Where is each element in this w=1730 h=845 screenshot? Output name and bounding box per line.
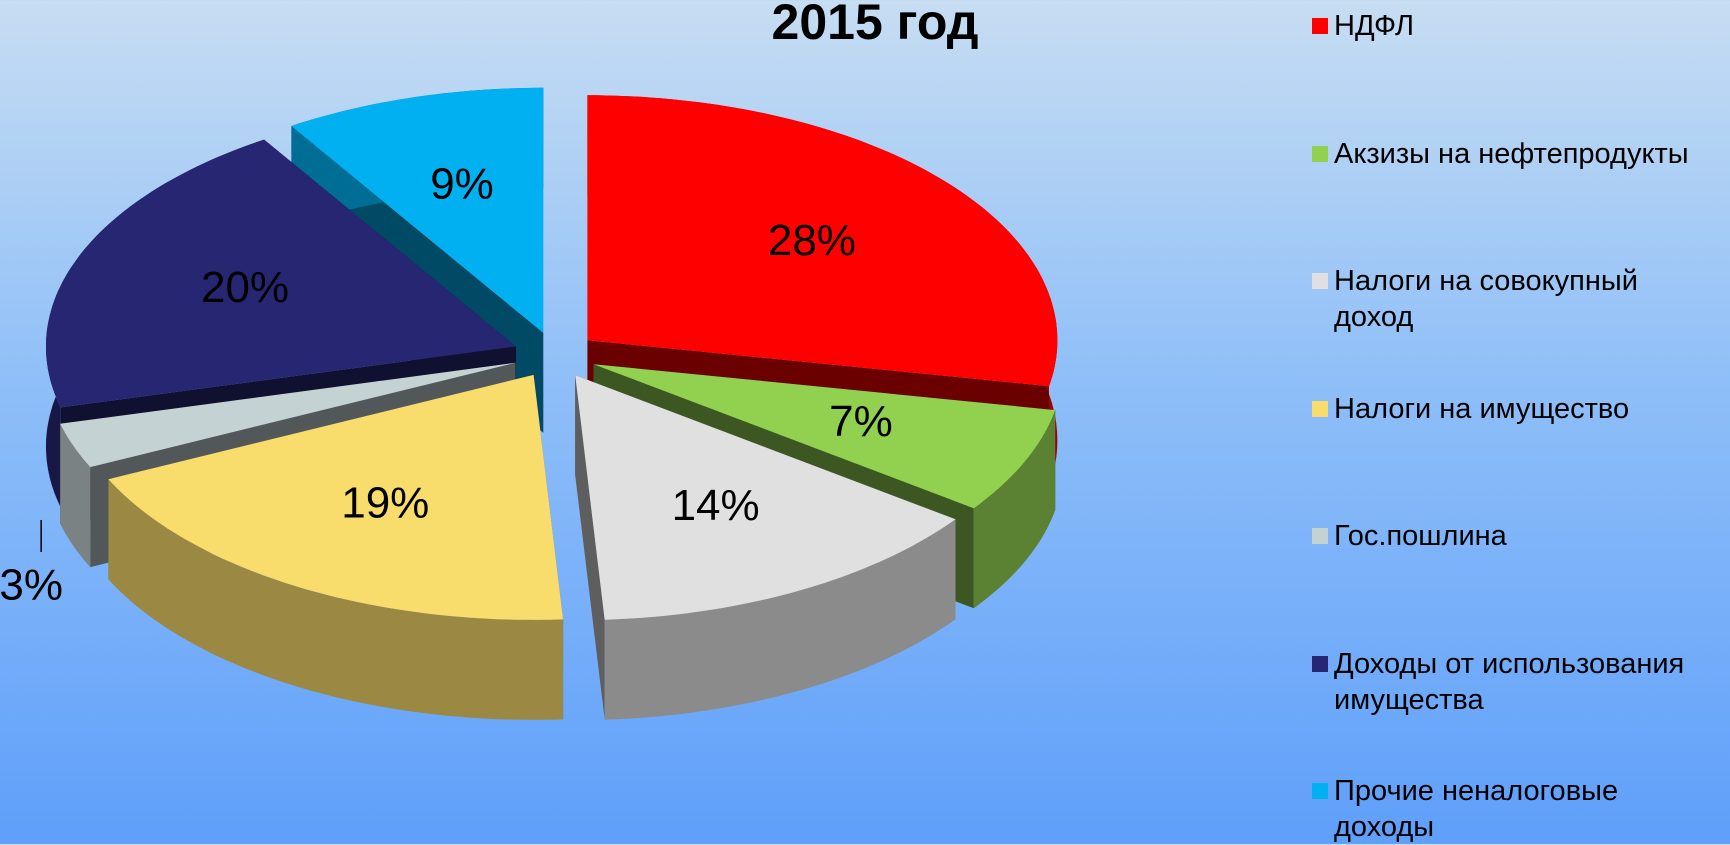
legend-swatch [1312, 18, 1328, 34]
slice-rim [60, 423, 91, 568]
data-label: 28% [768, 216, 856, 265]
slice-group [108, 374, 564, 720]
slice [46, 139, 516, 408]
legend-entry: Прочие неналоговые доходы [1312, 773, 1722, 845]
legend-swatch [1312, 145, 1328, 162]
slice [108, 374, 564, 620]
legend-entry: Акзизы на нефтепродукты [1312, 136, 1722, 172]
legend-swatch [1312, 783, 1328, 799]
legend-label: Налоги на совокупный доход [1334, 265, 1638, 333]
data-label: 19% [341, 478, 429, 527]
slice [60, 362, 516, 468]
data-label: 20% [201, 263, 289, 312]
slice [575, 375, 956, 620]
legend-swatch [1312, 273, 1328, 289]
legend-label: Прочие неналоговые доходы [1334, 775, 1619, 843]
legend-entry: Гос.пошлина [1312, 518, 1722, 554]
slice-group [575, 375, 956, 720]
data-label: 3% [0, 561, 63, 610]
legend-entry: Доходы от использования имущества [1312, 646, 1722, 718]
legend-label: Акзизы на нефтепродукты [1334, 137, 1689, 170]
legend-label: Налоги на имущество [1334, 392, 1630, 425]
legend-swatch [1312, 655, 1328, 672]
slice [587, 95, 1058, 387]
slice [593, 364, 1056, 509]
chart-title: 2015 год [772, 0, 979, 50]
legend-entry: Налоги на имущество [1312, 391, 1722, 427]
data-label: 14% [672, 481, 760, 530]
slice [291, 87, 544, 333]
legend-label: НДФЛ [1334, 10, 1415, 42]
slice-rim [973, 410, 1056, 609]
legend-label: Гос.пошлина [1334, 520, 1507, 552]
legend-entry: НДФЛ [1312, 8, 1722, 44]
slice-rim [108, 479, 564, 720]
legend-label: Доходы от использования имущества [1334, 647, 1685, 716]
slice-side [575, 375, 605, 720]
pie [46, 87, 1058, 720]
slice-rim [604, 519, 956, 720]
data-label: 7% [829, 397, 893, 446]
legend-swatch [1312, 528, 1328, 544]
legend-swatch [1312, 400, 1328, 417]
legend-entry: Налоги на совокупный доход [1312, 263, 1722, 335]
data-label: 9% [430, 160, 494, 209]
